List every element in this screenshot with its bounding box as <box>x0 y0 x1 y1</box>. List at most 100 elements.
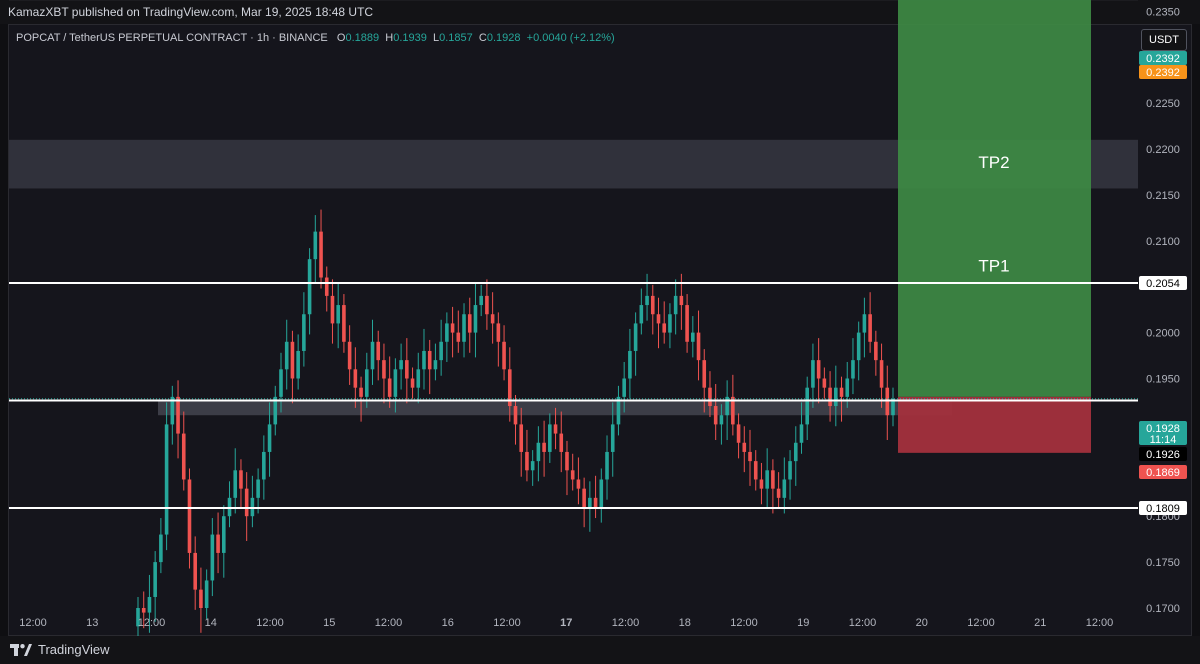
candle <box>736 424 741 443</box>
candle <box>542 442 546 452</box>
candle <box>793 442 798 462</box>
candle <box>622 378 626 397</box>
candle <box>713 406 718 425</box>
price-tag-label: 0.2392 <box>1146 67 1180 79</box>
x-tick-label: 18 <box>679 617 691 629</box>
candle <box>582 488 586 508</box>
candle <box>576 479 581 489</box>
candle <box>599 479 604 508</box>
candle <box>771 470 775 489</box>
candle <box>868 314 872 342</box>
candle <box>170 396 175 425</box>
candle <box>685 305 689 342</box>
candle <box>359 387 363 397</box>
x-tick-label: 12:00 <box>967 617 995 629</box>
candle <box>353 369 358 388</box>
candle <box>748 451 752 462</box>
candle <box>450 323 455 333</box>
candle <box>370 341 375 370</box>
candle <box>548 424 552 452</box>
candle <box>427 350 432 370</box>
y-tick-label: 0.2250 <box>1146 98 1180 110</box>
x-tick-label: 17 <box>560 617 572 629</box>
low-label: L <box>433 32 440 44</box>
candle <box>559 433 564 452</box>
x-tick-label: 16 <box>442 617 454 629</box>
candle <box>147 596 152 613</box>
candle <box>616 396 621 425</box>
candle <box>565 451 569 471</box>
candle <box>159 534 163 563</box>
y-tick-label: 0.2350 <box>1146 6 1180 18</box>
candle <box>307 259 312 315</box>
candle <box>141 608 146 613</box>
y-tick-label: 0.2100 <box>1146 236 1180 248</box>
price-tag <box>1139 465 1187 479</box>
candle <box>862 314 867 333</box>
price-tag-label: 0.2392 <box>1146 53 1180 65</box>
x-tick-label: 14 <box>205 617 217 629</box>
candle <box>216 534 220 553</box>
candle <box>776 488 781 498</box>
x-tick-label: 20 <box>916 617 928 629</box>
candle <box>422 350 426 370</box>
candle <box>839 387 844 397</box>
price-tag-label: 0.1928 <box>1146 423 1180 435</box>
candle <box>239 470 243 489</box>
close-value: 0.1928 <box>486 32 521 44</box>
candle <box>153 562 157 597</box>
level-price-box <box>1139 500 1187 515</box>
stop-loss-zone[interactable] <box>898 396 1091 453</box>
candle <box>399 360 403 370</box>
candle <box>668 314 672 333</box>
candle <box>708 387 712 407</box>
candle <box>799 424 804 443</box>
x-tick-label: 21 <box>1034 617 1046 629</box>
x-tick-label: 15 <box>323 617 335 629</box>
x-tick-label: 12:00 <box>1086 617 1114 629</box>
x-tick-label: 12:00 <box>849 617 877 629</box>
candle <box>816 360 821 379</box>
candle <box>342 305 346 342</box>
take-profit-zone[interactable] <box>898 0 1091 397</box>
level-price-box <box>1139 276 1187 291</box>
brand-label: TradingView <box>38 642 110 657</box>
x-tick-label: 12:00 <box>138 617 166 629</box>
candle <box>691 332 695 342</box>
y-tick-label: 0.1950 <box>1146 374 1180 386</box>
price-tag <box>1139 51 1187 65</box>
candle <box>330 295 335 324</box>
candle <box>662 323 667 333</box>
candle <box>244 488 249 517</box>
candle <box>199 589 203 608</box>
low-value: 0.1857 <box>439 32 473 44</box>
candle <box>822 378 827 388</box>
candle <box>673 295 678 315</box>
y-tick-label: 0.1750 <box>1146 557 1180 569</box>
y-tick-label: 0.2200 <box>1146 144 1180 156</box>
candle <box>181 433 186 480</box>
candle <box>462 314 466 342</box>
annotation-tp2: TP2 <box>978 153 1009 172</box>
candle <box>696 332 701 361</box>
price-tag-label: 0.1869 <box>1146 467 1180 479</box>
candle <box>633 323 638 351</box>
candle <box>204 580 209 608</box>
candle <box>731 396 735 425</box>
price-tag <box>1139 421 1187 445</box>
candle <box>702 360 707 388</box>
tradingview-logo-icon <box>10 643 32 656</box>
zone-lower-demand <box>158 401 952 416</box>
candle <box>605 451 609 480</box>
candle <box>256 479 260 498</box>
y-tick-label: 0.2150 <box>1146 190 1180 202</box>
candle <box>267 424 272 452</box>
candle <box>296 350 300 379</box>
candle <box>753 461 758 480</box>
x-tick-label: 12:00 <box>612 617 640 629</box>
footer-bar <box>0 636 1200 664</box>
candle <box>879 360 884 388</box>
currency-button[interactable]: USDT <box>1141 29 1187 51</box>
candle <box>788 461 792 480</box>
